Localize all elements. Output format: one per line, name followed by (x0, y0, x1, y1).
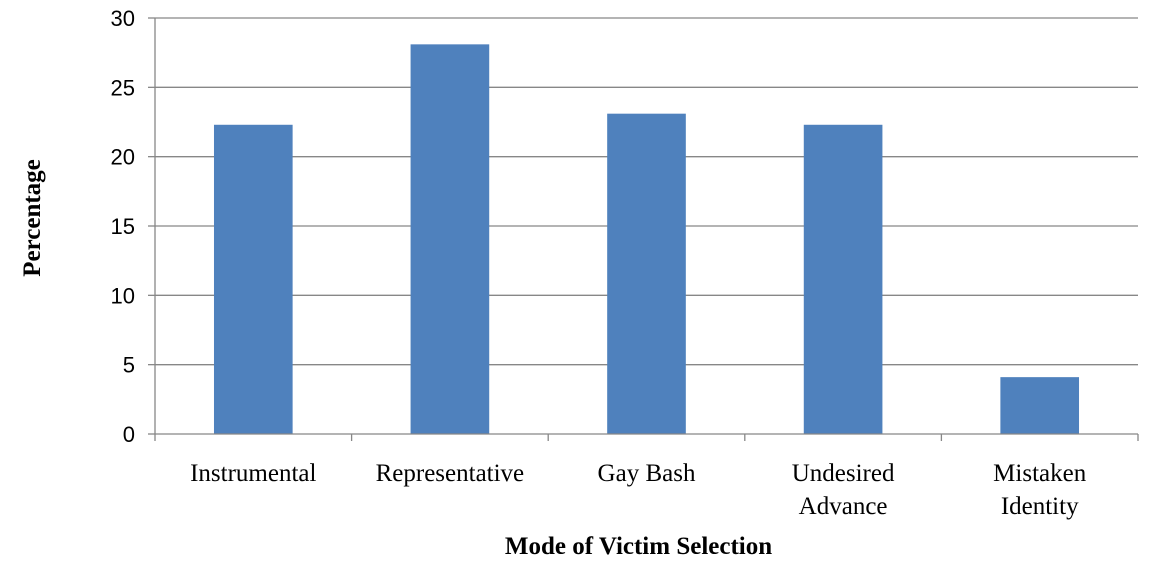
bar (607, 113, 686, 435)
x-category-label: Gay Bash (598, 460, 696, 487)
y-tick-label: 0 (123, 422, 135, 447)
y-tick-label: 5 (123, 353, 135, 378)
bar (1000, 377, 1080, 434)
x-category-label: Mistaken Identity (993, 460, 1087, 520)
y-tick-label: 15 (111, 214, 135, 239)
bar (410, 44, 490, 434)
x-category-labels: Instrumental Representative Gay Bash Undesi… (190, 460, 1087, 520)
bar (213, 124, 293, 435)
x-category-label: Representative (376, 460, 525, 487)
y-tick-labels: 0 5 10 15 20 25 30 (111, 6, 135, 447)
y-tick-label: 20 (111, 145, 135, 170)
axes (148, 17, 1139, 441)
y-tick-label: 10 (111, 283, 135, 308)
bars (213, 44, 1080, 435)
y-axis-title: Percentage (19, 159, 46, 277)
x-axis-title: Mode of Victim Selection (505, 533, 772, 560)
x-category-label: Undesired Advance (792, 460, 895, 520)
bar (803, 124, 883, 435)
y-tick-label: 30 (111, 6, 135, 31)
y-tick-label: 25 (111, 75, 135, 100)
x-category-label: Instrumental (190, 460, 316, 487)
